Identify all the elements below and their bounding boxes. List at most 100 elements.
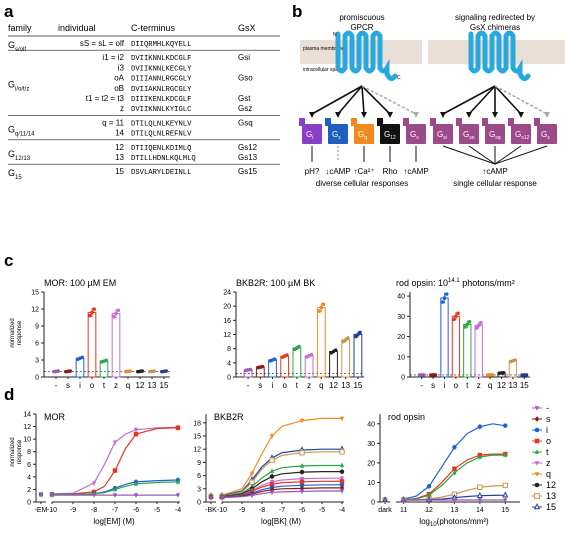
data-point: [128, 369, 132, 373]
data-point: [112, 440, 118, 445]
x-tick-label: t: [103, 381, 106, 390]
y-tick-label: 12: [31, 307, 39, 314]
bar: [304, 355, 314, 378]
g-main: G: [358, 130, 364, 139]
y-tick-label: 6: [197, 473, 201, 480]
title-post: photons/mm²: [460, 278, 515, 288]
g-sub: q: [364, 135, 367, 141]
table-cell-individual: q = 11: [102, 118, 124, 127]
ylabel-line1: normalized: [10, 437, 16, 466]
n-terminus-label: N: [333, 32, 337, 38]
c-title-rod-opsin: rod opsin: 1014.1 photons/mm²: [396, 278, 515, 288]
table-cell-gsx: Gs15: [238, 167, 258, 176]
legend-label: s: [546, 414, 551, 424]
data-point: [479, 321, 483, 325]
data-point: [80, 355, 84, 360]
g-sub: so: [469, 135, 475, 141]
bar: [87, 311, 97, 378]
table-cell-individual: 15: [115, 167, 124, 176]
ylabel-line1: normalized: [10, 318, 16, 347]
y-tick-label: 4: [27, 474, 31, 481]
table-cell-individual: 13: [115, 153, 124, 162]
x-tick-label: -10: [217, 507, 227, 514]
arrowhead: [361, 112, 367, 118]
data-point: [339, 476, 345, 481]
data-point: [269, 482, 275, 487]
bar: [474, 324, 483, 378]
table-cell-individual: i1 = i2: [102, 53, 124, 62]
data-point: [452, 466, 457, 471]
g-protein-label: Gs: [541, 130, 550, 141]
y-tick-label: 15: [31, 290, 39, 297]
x-tick-label: -4: [175, 507, 181, 514]
table-cell-sequence: DTILQLNLKEYNLV: [131, 120, 192, 128]
data-point: [501, 370, 506, 375]
y-tick-label: 0: [35, 375, 39, 382]
x-tick-label: q: [488, 381, 492, 390]
g-protein-box: [328, 124, 348, 144]
data-point: [533, 503, 541, 510]
data-point: [524, 373, 529, 377]
table-cell-family: Gq/11/14: [8, 125, 35, 138]
x-tick-label: -5: [319, 507, 325, 514]
data-point: [319, 305, 324, 310]
activation-arrow: [311, 85, 363, 115]
x-tick-label: -5: [154, 507, 160, 514]
data-point: [358, 330, 362, 335]
data-point: [442, 296, 447, 300]
legend-label: i: [546, 425, 548, 435]
data-point: [452, 445, 457, 450]
c-title-bkb2r: BKB2R: 100 µM BK: [236, 278, 315, 288]
x-tick-label: -: [55, 381, 58, 390]
x-tick-label: -8: [91, 507, 97, 514]
y-tick-label: 0: [401, 375, 405, 382]
g-protein-tab: [456, 118, 462, 126]
family-sub: 12/13: [15, 156, 31, 162]
intracellular-label: intracellular space: [303, 67, 344, 73]
family-main: G: [8, 80, 15, 90]
data-point: [133, 493, 139, 498]
data-point: [339, 462, 345, 468]
g-protein-box: [380, 124, 400, 144]
table-cell-sequence: DVIIKNNLKDCGLF: [131, 55, 191, 63]
x-tick-label: -7: [112, 507, 118, 514]
x-tick-label: 13: [451, 507, 459, 514]
table-cell-gsx: Gsz: [238, 104, 252, 113]
bar: [111, 313, 121, 378]
data-point: [321, 302, 326, 306]
g-protein-tab: [299, 118, 305, 126]
g-protein-box: [511, 124, 531, 144]
diagram-right-title: signaling redirected by: [455, 13, 535, 22]
title-pre: rod opsin: 10: [396, 278, 448, 288]
panel-label-c: c: [4, 251, 13, 270]
arrowhead: [518, 112, 524, 118]
single-outcome: ↑cAMP: [482, 167, 507, 176]
activation-arrow: [494, 85, 548, 115]
x-tick-label: i: [272, 381, 274, 390]
y-tick-label: 12: [193, 447, 201, 454]
fit-curve: [221, 417, 342, 496]
table-header-family: family: [8, 23, 32, 33]
g-protein-box: [433, 124, 453, 144]
g-main: G: [332, 130, 338, 139]
g-protein-label: G12: [384, 130, 396, 141]
data-point: [476, 491, 483, 498]
activation-arrow: [361, 85, 365, 115]
cellular-outcome: ↓cAMP: [325, 167, 350, 176]
data-point: [285, 353, 289, 357]
data-point: [465, 322, 470, 327]
y-tick-label: 20: [367, 460, 375, 467]
x-tick-label: -4: [339, 507, 345, 514]
activation-arrow: [468, 85, 496, 115]
ylabel-line2: response: [17, 320, 23, 345]
g-sub: i: [312, 135, 313, 141]
data-point: [339, 449, 345, 455]
data-point: [92, 307, 96, 311]
data-point: [440, 300, 445, 304]
y-tick-label: 18: [193, 420, 201, 427]
data-point: [426, 498, 432, 503]
x-tick-label: 12: [497, 381, 506, 390]
data-point: [175, 479, 181, 484]
x-tick-label: -9: [239, 507, 245, 514]
ylabel-line2: response: [17, 439, 23, 464]
